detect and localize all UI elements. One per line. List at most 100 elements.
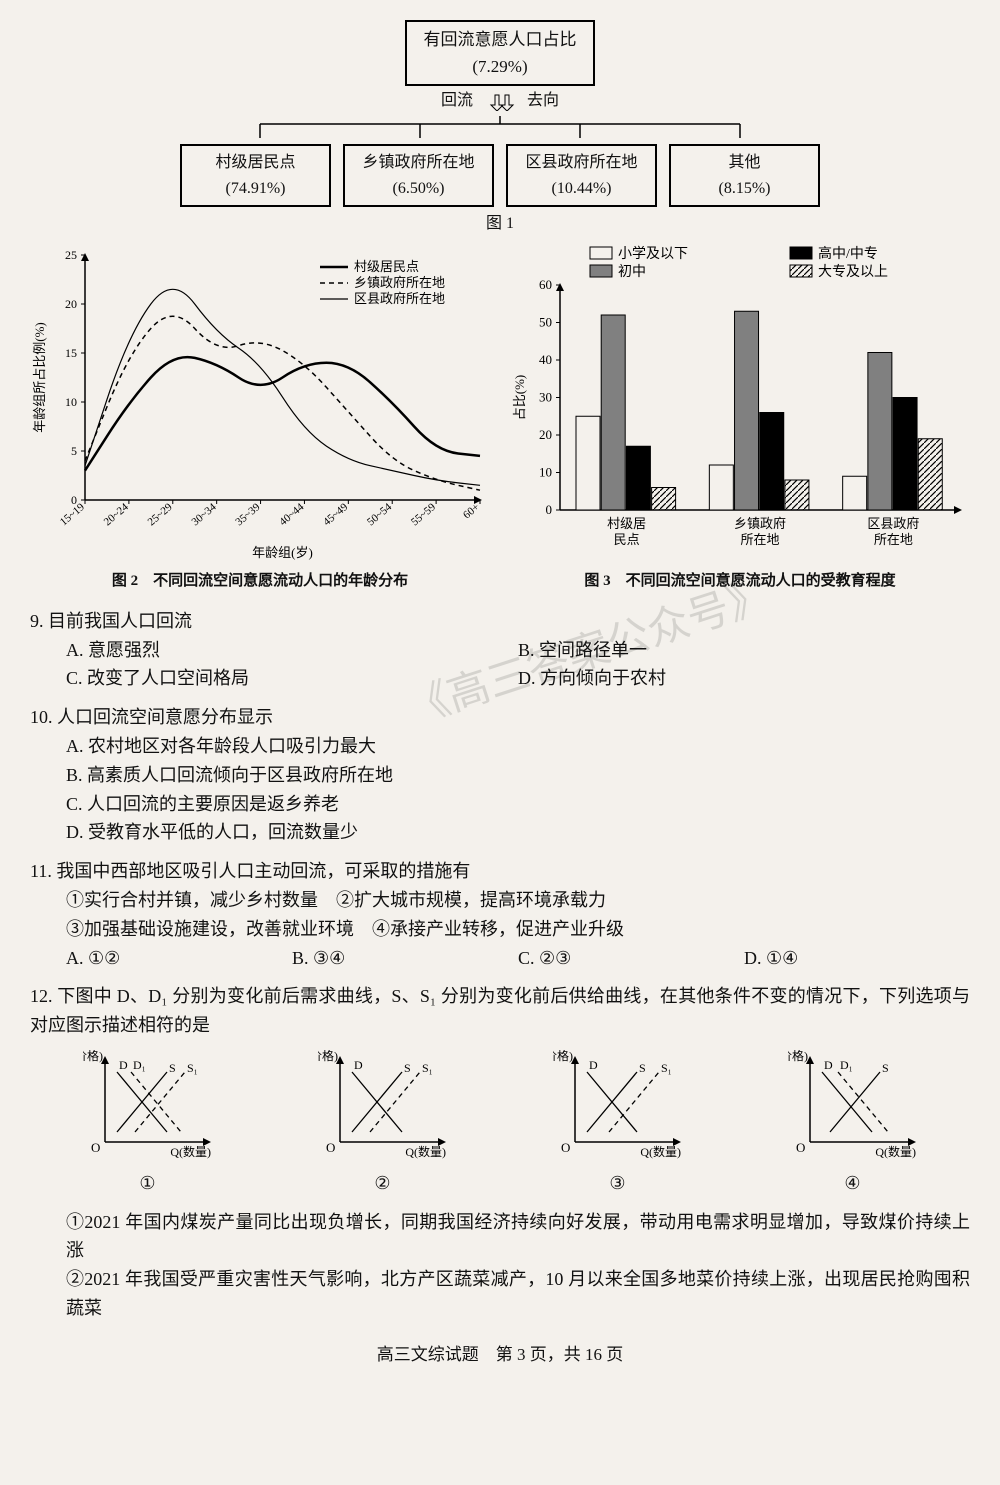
q12-p2: ②2021 年我国受严重灾害性天气影响，北方产区蔬菜减产，10 月以来全国多地菜… [66, 1265, 970, 1323]
svg-text:年龄组(岁): 年龄组(岁) [252, 545, 313, 560]
root-label: 有回流意愿人口占比 [413, 26, 587, 53]
q12-p1: ①2021 年国内煤炭产量同比出现负增长，同期我国经济持续向好发展，带动用电需求… [66, 1208, 970, 1266]
sd-3-num: ③ [543, 1169, 693, 1198]
q11-sub1: ①实行合村并镇，减少乡村数量 ②扩大城市规模，提高环境承载力 [66, 886, 970, 915]
bar-chart-caption: 图 3 不同回流空间意愿流动人口的受教育程度 [510, 569, 970, 593]
svg-text:D: D [119, 1058, 128, 1072]
child-3-label: 其他 [677, 150, 812, 176]
q9-B: B. 空间路径单一 [518, 636, 970, 665]
root-value: (7.29%) [413, 53, 587, 80]
svg-text:S: S [169, 1061, 176, 1075]
q9-options: A. 意愿强烈 B. 空间路径单一 C. 改变了人口空间格局 D. 方向倾向于农… [66, 636, 970, 694]
svg-text:5: 5 [71, 444, 77, 458]
svg-text:O: O [326, 1140, 335, 1155]
svg-text:60+: 60+ [461, 501, 482, 521]
svg-text:60: 60 [539, 277, 552, 292]
sd-3: OP(价格)Q(数量)DSS₁③ [543, 1050, 693, 1198]
child-box-2: 区县政府所在地 (10.44%) [506, 144, 657, 207]
svg-text:40~44: 40~44 [277, 501, 307, 528]
svg-text:D: D [824, 1058, 833, 1072]
svg-text:P(价格): P(价格) [318, 1050, 338, 1063]
sd-4: OP(价格)Q(数量)DD₁S④ [778, 1050, 928, 1198]
svg-text:D: D [589, 1058, 598, 1072]
svg-text:P(价格): P(价格) [553, 1050, 573, 1063]
hierarchy-caption: 图 1 [180, 211, 820, 237]
arrow-right-label: 去向 [527, 92, 559, 109]
q9-D: D. 方向倾向于农村 [518, 664, 970, 693]
svg-text:Q(数量): Q(数量) [875, 1144, 916, 1159]
svg-text:乡镇政府: 乡镇政府 [734, 516, 786, 531]
q12-stem: 12. 下图中 D、D₁ 分别为变化前后需求曲线，S、S₁ 分别为变化前后供给曲… [30, 982, 970, 1040]
hierarchy-arrow-labels: 回流 去向 [180, 88, 820, 114]
question-12: 12. 下图中 D、D₁ 分别为变化前后需求曲线，S、S₁ 分别为变化前后供给曲… [30, 982, 970, 1322]
svg-text:50: 50 [539, 314, 552, 329]
svg-text:10: 10 [539, 464, 552, 479]
child-0-value: (74.91%) [188, 176, 323, 202]
line-chart-block: 051015202515~1920~2425~2930~3435~3940~44… [30, 245, 490, 593]
svg-text:占比(%): 占比(%) [512, 375, 527, 421]
svg-text:D₁: D₁ [133, 1058, 146, 1072]
down-arrow-icon [485, 93, 515, 111]
svg-text:P(价格): P(价格) [83, 1050, 103, 1063]
svg-text:Q(数量): Q(数量) [405, 1144, 446, 1159]
svg-text:Q(数量): Q(数量) [640, 1144, 681, 1159]
svg-text:S: S [882, 1061, 889, 1075]
hierarchy-connector [180, 116, 820, 138]
sd-1-num: ① [73, 1169, 223, 1198]
svg-text:所在地: 所在地 [874, 532, 913, 547]
question-9: 9. 目前我国人口回流 A. 意愿强烈 B. 空间路径单一 C. 改变了人口空间… [30, 607, 970, 693]
q10-A: A. 农村地区对各年龄段人口吸引力最大 [66, 732, 970, 761]
svg-text:S: S [404, 1061, 411, 1075]
sd-2-num: ② [308, 1169, 458, 1198]
q11-options: A. ①② B. ③④ C. ②③ D. ①④ [66, 944, 970, 973]
q11-C: C. ②③ [518, 944, 744, 973]
svg-text:O: O [561, 1140, 570, 1155]
svg-text:15: 15 [65, 346, 77, 360]
svg-text:S: S [639, 1061, 646, 1075]
svg-text:D₁: D₁ [840, 1058, 853, 1072]
sd-4-num: ④ [778, 1169, 928, 1198]
q10-options: A. 农村地区对各年龄段人口吸引力最大 B. 高素质人口回流倾向于区县政府所在地… [30, 732, 970, 847]
child-3-value: (8.15%) [677, 176, 812, 202]
q9-A: A. 意愿强烈 [66, 636, 518, 665]
svg-text:大专及以上: 大专及以上 [818, 264, 888, 280]
svg-text:30: 30 [539, 389, 552, 404]
svg-text:区县政府: 区县政府 [867, 516, 919, 531]
child-box-0: 村级居民点 (74.91%) [180, 144, 331, 207]
questions: 9. 目前我国人口回流 A. 意愿强烈 B. 空间路径单一 C. 改变了人口空间… [30, 607, 970, 1323]
bar-chart: 0102030405060村级居民点乡镇政府所在地区县政府所在地小学及以下高中/… [510, 245, 970, 565]
svg-text:D: D [354, 1058, 363, 1072]
child-2-value: (10.44%) [514, 176, 649, 202]
svg-text:O: O [796, 1140, 805, 1155]
child-1-label: 乡镇政府所在地 [351, 150, 486, 176]
question-10: 10. 人口回流空间意愿分布显示 A. 农村地区对各年龄段人口吸引力最大 B. … [30, 703, 970, 847]
svg-text:50~54: 50~54 [365, 501, 395, 528]
child-1-value: (6.50%) [351, 176, 486, 202]
q10-B: B. 高素质人口回流倾向于区县政府所在地 [66, 761, 970, 790]
hierarchy-children-row: 村级居民点 (74.91%) 乡镇政府所在地 (6.50%) 区县政府所在地 (… [180, 144, 820, 207]
svg-text:10: 10 [65, 395, 77, 409]
svg-text:民点: 民点 [614, 532, 640, 547]
q11-sub2: ③加强基础设施建设，改善就业环境 ④承接产业转移，促进产业升级 [66, 915, 970, 944]
svg-text:村级居民点: 村级居民点 [354, 259, 419, 274]
sd-diagram-row: OP(价格)Q(数量)DD₁S₁S① OP(价格)Q(数量)DS₁S② OP(价… [30, 1050, 970, 1198]
sd-2: OP(价格)Q(数量)DS₁S② [308, 1050, 458, 1198]
q11-B: B. ③④ [292, 944, 518, 973]
question-11: 11. 我国中西部地区吸引人口主动回流，可采取的措施有 ①实行合村并镇，减少乡村… [30, 857, 970, 972]
q10-C: C. 人口回流的主要原因是返乡养老 [66, 790, 970, 819]
svg-text:O: O [91, 1140, 100, 1155]
line-chart-caption: 图 2 不同回流空间意愿流动人口的年龄分布 [30, 569, 490, 593]
svg-text:25: 25 [65, 248, 77, 262]
svg-text:30~34: 30~34 [189, 501, 219, 528]
child-box-3: 其他 (8.15%) [669, 144, 820, 207]
svg-text:S₁: S₁ [187, 1061, 198, 1075]
arrow-left-label: 回流 [441, 92, 473, 109]
q11-A: A. ①② [66, 944, 292, 973]
child-0-label: 村级居民点 [188, 150, 323, 176]
hierarchy-diagram: 有回流意愿人口占比 (7.29%) 回流 去向 村级居民点 (74.91%) 乡… [180, 20, 820, 237]
svg-text:Q(数量): Q(数量) [170, 1144, 211, 1159]
page-footer: 高三文综试题 第 3 页，共 16 页 [30, 1341, 970, 1368]
svg-text:20~24: 20~24 [102, 501, 132, 528]
svg-text:所在地: 所在地 [740, 532, 779, 547]
q11-D: D. ①④ [744, 944, 970, 973]
